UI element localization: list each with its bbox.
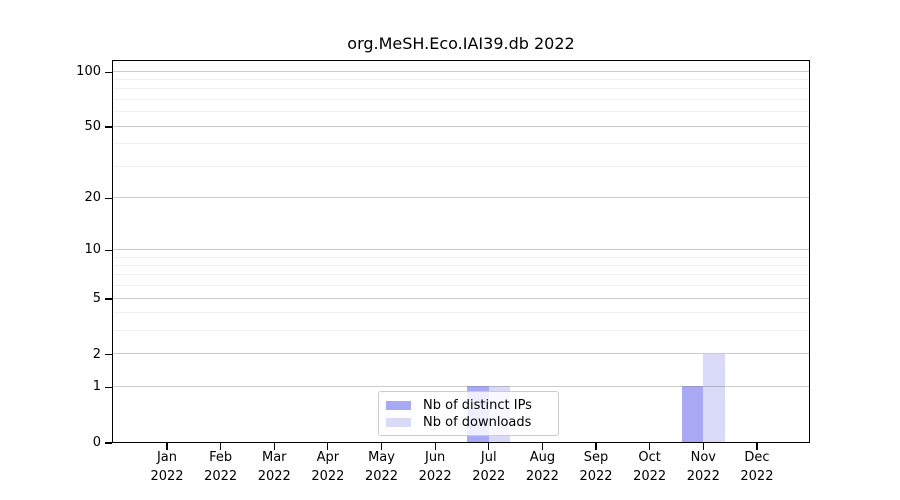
y-tick: [104, 126, 112, 128]
x-tick-year: 2022: [150, 469, 184, 484]
x-tick-label: May 2022: [350, 448, 414, 486]
y-tick: [104, 386, 112, 388]
y-tick-label: 100: [76, 64, 101, 80]
x-tick-label: Jun 2022: [403, 448, 467, 486]
x-tick-year: 2022: [204, 469, 238, 484]
x-tick-year: 2022: [311, 469, 345, 484]
major-gridline: [113, 385, 809, 387]
y-tick: [104, 71, 112, 73]
x-tick-year: 2022: [579, 469, 613, 484]
x-tick-month: Oct: [638, 450, 661, 465]
y-tick: [104, 249, 112, 251]
x-tick-year: 2022: [364, 469, 399, 484]
x-tick-label: Jan 2022: [135, 448, 199, 486]
y-tick: [104, 197, 112, 199]
x-tick-label: Jul 2022: [457, 448, 521, 486]
x-tick-year: 2022: [740, 469, 774, 484]
x-tick-month: Jan: [156, 450, 178, 465]
minor-gridline: [113, 285, 809, 287]
x-tick-month: May: [368, 450, 395, 465]
x-tick-month: Aug: [529, 450, 556, 465]
y-tick: [104, 442, 112, 444]
x-tick: [702, 443, 704, 450]
legend-item: Nb of downloads: [386, 414, 551, 431]
x-tick-month: Mar: [261, 450, 287, 465]
minor-gridline: [113, 256, 809, 258]
legend-item: Nb of distinct IPs: [386, 397, 551, 414]
legend-items: Nb of distinct IPs Nb of downloads: [386, 397, 551, 431]
x-tick-year: 2022: [633, 469, 667, 484]
x-tick: [649, 443, 651, 450]
x-tick-month: Feb: [209, 450, 233, 465]
y-tick-label: 10: [84, 242, 101, 258]
minor-gridline: [113, 264, 809, 266]
x-tick: [488, 443, 490, 450]
bar: [703, 353, 725, 442]
x-tick: [434, 443, 436, 450]
x-tick: [166, 443, 168, 450]
x-tick-label: Aug 2022: [510, 448, 574, 486]
x-tick: [541, 443, 543, 450]
major-gridline: [113, 353, 809, 355]
chart-title: org.MeSH.Eco.IAI39.db 2022: [347, 34, 575, 53]
x-tick-year: 2022: [257, 469, 291, 484]
x-tick-year: 2022: [472, 469, 506, 484]
x-tick-label: Oct 2022: [618, 448, 682, 486]
x-tick-month: Jun: [424, 450, 446, 465]
x-tick: [380, 443, 383, 450]
x-tick-label: Apr 2022: [296, 448, 360, 486]
y-tick: [104, 354, 112, 356]
legend: Nb of distinct IPs Nb of downloads: [378, 391, 559, 436]
y-tick-label: 2: [92, 346, 101, 362]
x-tick-year: 2022: [686, 469, 720, 484]
x-tick-year: 2022: [418, 469, 452, 484]
legend-label: Nb of downloads: [423, 414, 532, 430]
minor-gridline: [113, 79, 809, 81]
legend-swatch: [386, 400, 411, 410]
minor-gridline: [113, 99, 809, 101]
x-tick-month: Sep: [583, 450, 609, 465]
x-tick-month: Dec: [744, 450, 770, 465]
minor-gridline: [113, 165, 809, 167]
minor-gridline: [113, 88, 809, 90]
x-tick-month: Apr: [316, 450, 340, 465]
minor-gridline: [113, 274, 809, 276]
major-gridline: [113, 248, 809, 250]
y-tick-label: 20: [84, 190, 101, 206]
x-tick: [595, 443, 597, 450]
x-tick-label: Feb 2022: [189, 448, 253, 486]
legend-label: Nb of distinct IPs: [423, 397, 532, 413]
x-tick-label: Mar 2022: [242, 448, 306, 486]
major-gridline: [113, 70, 809, 72]
minor-gridline: [113, 111, 809, 113]
y-tick-label: 5: [92, 291, 101, 307]
major-gridline: [113, 196, 809, 198]
y-tick-label: 0: [92, 435, 101, 450]
x-tick: [220, 443, 222, 450]
x-tick: [273, 443, 275, 450]
plot-area: Nb of distinct IPs Nb of downloads: [112, 60, 810, 443]
x-tick: [756, 443, 758, 450]
minor-gridline: [113, 143, 809, 145]
y-tick-label: 1: [92, 379, 101, 395]
minor-gridline: [113, 330, 809, 332]
x-tick-label: Dec 2022: [725, 448, 789, 486]
x-tick: [327, 443, 329, 450]
x-tick-month: Jul: [480, 450, 497, 465]
minor-gridline: [113, 312, 809, 314]
y-tick-label: 50: [84, 119, 101, 135]
x-tick-label: Sep 2022: [564, 448, 628, 486]
x-tick-year: 2022: [525, 469, 559, 484]
y-tick: [104, 298, 112, 300]
x-tick-label: Nov 2022: [671, 448, 735, 486]
bar: [681, 386, 704, 442]
major-gridline: [113, 125, 809, 127]
legend-swatch: [386, 417, 411, 427]
x-tick-month: Nov: [690, 450, 716, 465]
major-gridline: [113, 297, 809, 299]
